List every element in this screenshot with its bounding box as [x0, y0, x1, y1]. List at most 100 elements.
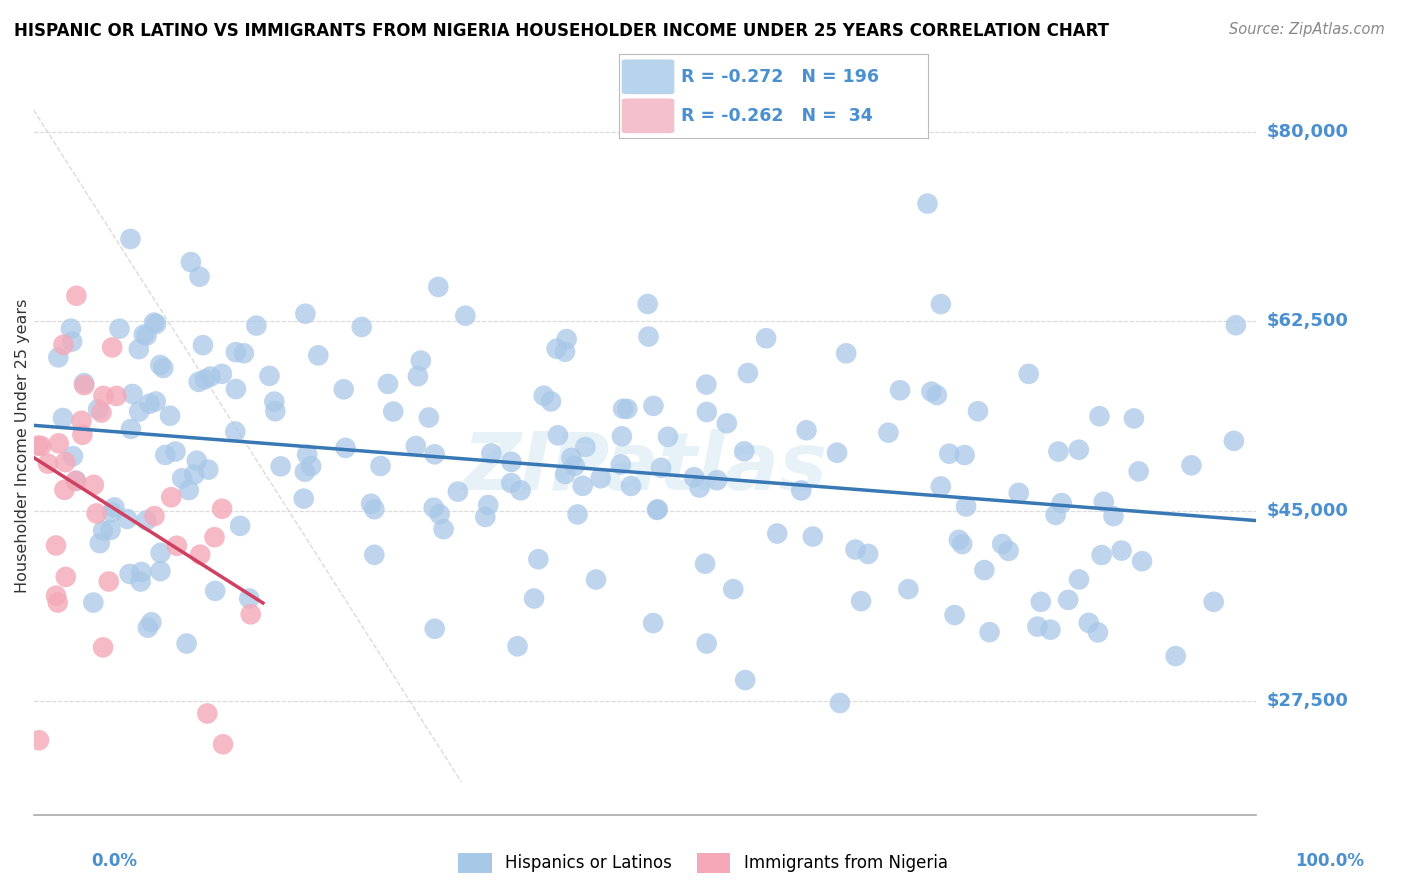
Point — [755, 331, 778, 345]
Point — [973, 563, 995, 577]
Point — [108, 322, 131, 336]
Point — [849, 594, 872, 608]
Text: Source: ZipAtlas.com: Source: ZipAtlas.com — [1229, 22, 1385, 37]
Point — [406, 369, 429, 384]
Point — [48, 436, 70, 450]
Point — [264, 404, 287, 418]
Point — [423, 622, 446, 636]
Point — [1045, 508, 1067, 522]
Point — [844, 542, 866, 557]
Point — [129, 574, 152, 589]
Point — [637, 297, 659, 311]
Point — [1102, 509, 1125, 524]
Point — [141, 615, 163, 630]
Point — [620, 479, 643, 493]
Point — [91, 524, 114, 538]
Point — [554, 467, 576, 481]
Point — [62, 449, 84, 463]
Point — [647, 502, 669, 516]
Point — [540, 394, 562, 409]
Point — [991, 537, 1014, 551]
Point — [93, 389, 115, 403]
Point — [72, 427, 94, 442]
Point — [377, 376, 399, 391]
Point — [1050, 496, 1073, 510]
Point — [211, 367, 233, 381]
Point — [37, 457, 59, 471]
Point — [943, 608, 966, 623]
Point — [1067, 442, 1090, 457]
Point — [224, 425, 246, 439]
Point — [136, 621, 159, 635]
Point — [948, 533, 970, 547]
Point — [643, 616, 665, 631]
Point — [1047, 444, 1070, 458]
Point — [1090, 548, 1112, 562]
Text: HISPANIC OR LATINO VS IMMIGRANTS FROM NIGERIA HOUSEHOLDER INCOME UNDER 25 YEARS : HISPANIC OR LATINO VS IMMIGRANTS FROM NI… — [14, 22, 1109, 40]
Point — [121, 387, 143, 401]
Point — [191, 338, 214, 352]
Point — [229, 519, 252, 533]
Point — [145, 317, 167, 331]
Point — [737, 366, 759, 380]
Point — [195, 706, 218, 721]
Point — [28, 733, 51, 747]
Point — [1026, 619, 1049, 633]
Point — [292, 491, 315, 506]
Point — [225, 382, 247, 396]
Point — [696, 405, 718, 419]
Point — [1067, 573, 1090, 587]
Point — [46, 595, 69, 609]
Point — [370, 458, 392, 473]
Point — [149, 564, 172, 578]
Point — [83, 478, 105, 492]
Point — [657, 430, 679, 444]
Point — [1164, 649, 1187, 664]
Point — [790, 483, 813, 498]
Point — [828, 696, 851, 710]
Point — [929, 297, 952, 311]
Text: ZIPatlas: ZIPatlas — [463, 429, 827, 508]
Text: R = -0.262   N =  34: R = -0.262 N = 34 — [681, 107, 872, 125]
Point — [89, 536, 111, 550]
Point — [232, 346, 254, 360]
Point — [101, 505, 124, 519]
Point — [953, 448, 976, 462]
Point — [97, 574, 120, 589]
Point — [145, 394, 167, 409]
Point — [423, 447, 446, 461]
Point — [149, 546, 172, 560]
Point — [149, 358, 172, 372]
Point — [589, 471, 612, 485]
Point — [967, 404, 990, 418]
Legend: Hispanics or Latinos, Immigrants from Nigeria: Hispanics or Latinos, Immigrants from Ni… — [451, 847, 955, 880]
Point — [637, 329, 659, 343]
Point — [204, 583, 226, 598]
Point — [59, 321, 82, 335]
Point — [73, 378, 96, 392]
Point — [1008, 486, 1031, 500]
Point — [65, 474, 87, 488]
Point — [131, 565, 153, 579]
Text: 100.0%: 100.0% — [1295, 852, 1364, 870]
Point — [889, 384, 911, 398]
Point — [547, 428, 569, 442]
Point — [212, 737, 235, 751]
Point — [429, 507, 451, 521]
Point — [115, 512, 138, 526]
Point — [418, 410, 440, 425]
Point — [86, 507, 108, 521]
Point — [239, 607, 262, 622]
Point — [501, 455, 523, 469]
Text: R = -0.272   N = 196: R = -0.272 N = 196 — [681, 68, 879, 86]
Point — [796, 423, 818, 437]
Point — [70, 414, 93, 428]
Point — [307, 348, 329, 362]
Point — [118, 566, 141, 581]
Point — [693, 557, 716, 571]
Point — [186, 453, 208, 467]
Point — [1225, 318, 1247, 333]
Point — [91, 640, 114, 655]
Point — [204, 530, 226, 544]
Point — [65, 474, 87, 488]
